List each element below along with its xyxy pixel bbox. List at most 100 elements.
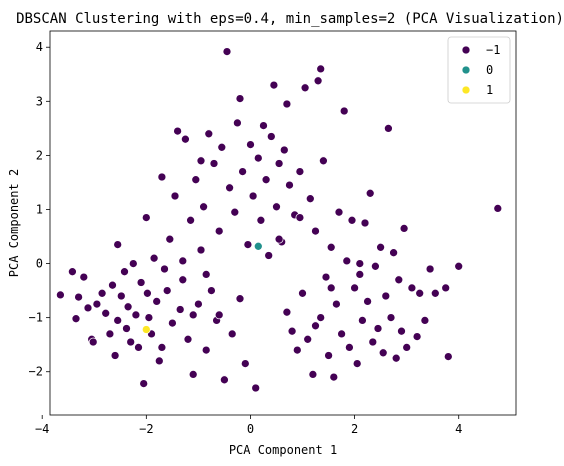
data-point xyxy=(199,202,208,212)
data-point xyxy=(201,345,211,355)
data-point xyxy=(441,283,451,293)
legend-marker xyxy=(461,65,471,75)
data-point xyxy=(110,351,120,360)
data-point xyxy=(83,303,93,313)
data-point xyxy=(305,194,315,204)
data-point xyxy=(251,383,261,393)
data-point xyxy=(162,286,172,295)
data-point xyxy=(391,353,401,363)
data-point xyxy=(300,83,310,93)
data-point xyxy=(397,326,406,336)
data-point xyxy=(178,275,188,285)
x-tick-label: −4 xyxy=(35,422,49,436)
data-point xyxy=(443,352,453,361)
data-point xyxy=(394,275,404,285)
data-point xyxy=(316,64,326,74)
data-point xyxy=(376,242,385,252)
data-point xyxy=(136,278,146,287)
data-point xyxy=(196,245,206,255)
data-point xyxy=(360,218,370,228)
data-point xyxy=(220,375,229,385)
y-tick-label: 3 xyxy=(36,94,43,108)
data-point xyxy=(326,283,336,293)
data-point xyxy=(152,297,162,306)
data-point xyxy=(227,329,237,339)
data-point xyxy=(243,240,253,249)
data-point xyxy=(139,379,149,388)
data-point xyxy=(235,94,245,103)
data-point xyxy=(329,372,339,382)
data-point xyxy=(186,215,195,225)
data-point xyxy=(321,272,331,282)
legend-label: −1 xyxy=(486,43,500,57)
data-point xyxy=(149,253,159,263)
data-point xyxy=(316,313,326,322)
data-point xyxy=(292,345,302,355)
data-point xyxy=(287,326,297,336)
x-axis-ticks: −4 −2 0 2 4 xyxy=(35,415,462,436)
data-point xyxy=(207,286,216,295)
data-point xyxy=(454,261,464,271)
legend: −1 0 1 xyxy=(447,36,511,104)
data-point xyxy=(415,288,425,298)
data-point xyxy=(334,207,344,217)
data-point xyxy=(144,313,154,322)
data-point xyxy=(56,290,65,300)
chart-title: DBSCAN Clustering with eps=0.4, min_samp… xyxy=(16,11,564,27)
y-tick-label: −2 xyxy=(29,365,43,379)
data-point xyxy=(425,264,435,274)
data-point xyxy=(68,267,77,277)
data-point xyxy=(238,167,247,176)
data-point xyxy=(386,313,396,322)
data-point xyxy=(178,256,188,266)
data-point xyxy=(214,310,224,320)
data-point xyxy=(122,324,131,333)
data-point xyxy=(493,204,503,213)
data-point xyxy=(230,207,240,217)
data-point xyxy=(285,180,294,190)
data-point xyxy=(342,256,352,266)
y-tick-label: 4 xyxy=(36,40,43,54)
data-point xyxy=(131,310,141,320)
data-point xyxy=(181,134,190,144)
data-point xyxy=(88,337,98,347)
data-point xyxy=(188,370,198,379)
data-point xyxy=(384,124,393,133)
data-point xyxy=(79,272,89,282)
data-point xyxy=(134,343,143,352)
legend-items: −1 0 1 xyxy=(461,43,500,97)
data-point xyxy=(420,316,430,325)
data-point xyxy=(217,142,227,152)
data-point xyxy=(154,356,164,366)
data-point xyxy=(274,159,284,168)
legend-marker xyxy=(461,85,471,95)
data-point xyxy=(143,288,152,298)
plot-area xyxy=(49,30,517,416)
data-point xyxy=(345,343,354,352)
data-point xyxy=(298,288,307,298)
data-point xyxy=(313,76,323,86)
data-point xyxy=(113,240,123,249)
data-point xyxy=(196,156,206,166)
data-point xyxy=(355,259,365,268)
data-point xyxy=(74,292,83,302)
data-point xyxy=(188,310,198,320)
data-point xyxy=(295,167,305,176)
data-point xyxy=(126,337,136,347)
y-axis-ticks: −2 −1 0 1 2 3 4 xyxy=(29,40,50,379)
data-point xyxy=(256,215,266,225)
data-point xyxy=(170,191,180,201)
data-point xyxy=(363,297,372,306)
data-point xyxy=(308,370,318,379)
data-point xyxy=(368,337,378,347)
data-point xyxy=(246,140,255,149)
data-point xyxy=(324,351,333,360)
x-tick-label: 4 xyxy=(455,422,462,436)
data-point xyxy=(261,175,271,185)
data-point xyxy=(311,226,320,236)
data-point xyxy=(183,334,193,344)
y-tick-label: 2 xyxy=(36,148,43,162)
data-point xyxy=(259,121,268,130)
data-point xyxy=(347,215,357,225)
